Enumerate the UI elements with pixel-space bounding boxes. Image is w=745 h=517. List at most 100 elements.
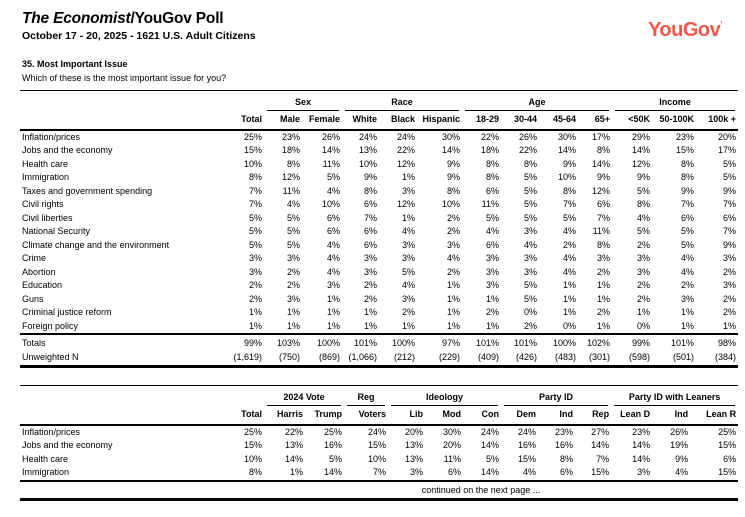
data-cell: 4% xyxy=(402,280,416,290)
table-row: Inflation/prices 25% 22% 25% 24% 20% 30% 24% 24%… xyxy=(20,425,738,440)
data-cell: 10% xyxy=(442,199,461,209)
data-cell: 1% xyxy=(681,307,695,317)
data-cell: 23% xyxy=(281,131,300,142)
data-cell: 10% xyxy=(359,158,378,169)
data-cell: 22% xyxy=(284,426,303,437)
data-cell: 25% xyxy=(243,426,262,437)
data-cell: 8% xyxy=(563,185,577,196)
data-cell: (384) xyxy=(715,351,737,362)
data-cell: 4% xyxy=(681,266,695,277)
data-cell: 13% xyxy=(405,453,424,464)
data-cell: 1% xyxy=(327,307,341,317)
row-label: Criminal justice reform xyxy=(22,307,112,317)
data-cell: 15% xyxy=(243,440,262,450)
data-cell: 5% xyxy=(723,172,737,182)
group-header: Ideology xyxy=(388,386,501,406)
page-title: The Economist/YouGov Poll xyxy=(22,10,256,28)
table-row: Health care 10% 14% 5% 10% 13% 11% 5% 15% 8% 7% 14%… xyxy=(20,453,738,467)
data-cell: 7% xyxy=(597,212,611,223)
data-cell: 100% xyxy=(379,333,418,351)
table-row: Education 2% 2% 3% 2% 4% 1% 3% 5% 1% 1% 2% 2% 3% xyxy=(20,279,738,293)
group-header-row: 2024 Vote Reg Ideology Party ID Party ID wit… xyxy=(20,386,738,407)
column-header: Lean D xyxy=(611,406,653,426)
table-row: Civil rights 7% 4% 10% 6% 12% 10% 11% 5% 7% 6% 8% 7%… xyxy=(20,198,738,212)
group-header: Sex xyxy=(264,91,342,111)
data-cell: 8% xyxy=(637,199,651,209)
data-cell: 8% xyxy=(524,158,538,169)
column-header: Con xyxy=(463,406,502,426)
data-cell: 6% xyxy=(681,212,695,223)
group-label: 2024 Vote xyxy=(267,392,342,406)
row-label: Civil liberties xyxy=(22,212,73,223)
data-cell: 16% xyxy=(555,440,574,450)
data-cell: 14% xyxy=(632,440,651,450)
data-cell: 13% xyxy=(359,145,378,155)
data-cell: 2% xyxy=(364,293,378,304)
data-cell: 1% xyxy=(597,320,611,331)
data-cell: 4% xyxy=(637,212,651,223)
data-cell: 1% xyxy=(248,320,262,331)
data-cell: 3% xyxy=(524,266,538,277)
data-cell: 5% xyxy=(723,158,737,169)
group-label: Ideology xyxy=(391,392,499,406)
data-cell: 18% xyxy=(281,145,300,155)
column-header: Hispanic xyxy=(417,111,463,131)
data-cell: 24% xyxy=(481,426,500,437)
data-cell: 99% xyxy=(612,333,653,351)
row-label: Inflation/prices xyxy=(22,426,81,437)
column-header: Total xyxy=(224,406,264,426)
row-label: Totals xyxy=(20,333,224,351)
data-cell: 3% xyxy=(637,253,651,263)
group-label: Sex xyxy=(267,97,340,111)
data-cell: 101% xyxy=(652,333,697,351)
group-header-row: Sex Race Age Income xyxy=(20,91,738,111)
data-cell: 1% xyxy=(402,212,416,223)
data-cell: 2% xyxy=(486,307,500,317)
data-cell: 3% xyxy=(524,226,538,236)
data-cell: 20% xyxy=(405,426,424,437)
data-cell: 30% xyxy=(442,131,461,142)
data-cell: 6% xyxy=(448,467,462,477)
column-header: Voters xyxy=(344,406,389,426)
group-label: Party ID xyxy=(504,392,609,406)
data-cell: 99% xyxy=(224,333,264,351)
crosstab-table-demographics: Sex Race Age Income Total Male Female White Blac… xyxy=(20,90,739,368)
data-cell: 3% xyxy=(410,467,424,477)
data-cell: 16% xyxy=(324,440,343,450)
row-label: Health care xyxy=(22,453,69,464)
yougov-logo: YouGov’ xyxy=(648,19,722,42)
data-cell: 12% xyxy=(397,199,416,209)
data-cell: 6% xyxy=(486,185,500,196)
data-cell: 14% xyxy=(632,453,651,464)
data-cell: 7% xyxy=(248,185,262,196)
data-cell: 11% xyxy=(443,453,462,464)
column-header: 45-64 xyxy=(539,111,579,131)
table-row: Crime 3% 3% 4% 3% 3% 4% 3% 3% 4% 3% 3% 4% 3% xyxy=(20,252,738,266)
data-cell: 1% xyxy=(364,320,378,331)
page-title-plain: /YouGov Poll xyxy=(130,10,224,27)
question-heading: 35. Most Important Issue xyxy=(22,59,128,69)
yougov-logo-trademark: ’ xyxy=(720,20,722,29)
data-cell: 3% xyxy=(286,293,300,304)
data-cell: 10% xyxy=(558,172,577,182)
column-header: Rep xyxy=(575,406,612,426)
data-cell: 12% xyxy=(632,158,651,169)
data-cell: 4% xyxy=(523,467,537,477)
totals-row: Totals 99% 103% 100% 101% 100% 97% 101% 101% 100%… xyxy=(20,333,739,351)
data-cell: 14% xyxy=(442,145,461,155)
data-cell: 8% xyxy=(681,172,695,182)
row-label: Education xyxy=(22,280,63,290)
data-cell: 0% xyxy=(524,307,538,317)
data-cell: 2% xyxy=(597,266,611,277)
group-spacer xyxy=(224,386,264,407)
yougov-logo-text: YouGov xyxy=(648,19,721,41)
data-cell: 7% xyxy=(248,199,262,209)
data-cell: 9% xyxy=(563,158,577,169)
group-label: Party ID with Leaners xyxy=(614,392,736,406)
data-cell: 6% xyxy=(364,239,378,250)
row-label: Abortion xyxy=(22,266,56,277)
data-cell: 4% xyxy=(327,239,341,250)
data-cell: 100% xyxy=(302,333,343,351)
data-cell: 8% xyxy=(248,172,262,182)
data-cell: 5% xyxy=(681,239,695,250)
